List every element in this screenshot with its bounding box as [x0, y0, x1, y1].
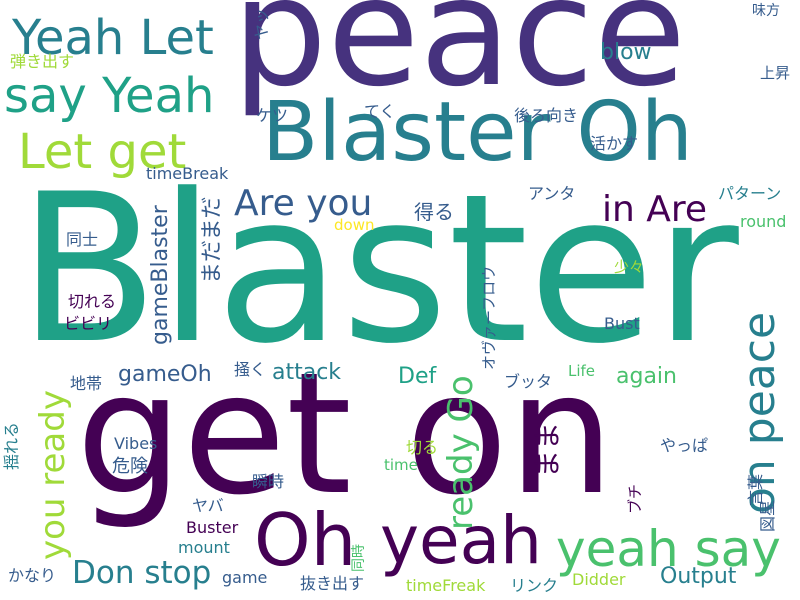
word-cloud-word: ready Go — [441, 375, 481, 530]
word-cloud-word: in Are — [602, 189, 708, 230]
word-cloud-word: 掻く — [234, 360, 267, 379]
word-cloud-word: まま — [531, 421, 564, 478]
word-cloud-word: オヴァーフロウ — [480, 265, 498, 370]
word-cloud-word: ヤバ — [192, 496, 224, 515]
word-cloud-word: Def — [398, 364, 437, 389]
word-cloud-word: attack — [272, 360, 342, 385]
word-cloud-word: say Yeah — [4, 68, 215, 124]
word-cloud-word: get on — [76, 336, 615, 532]
word-cloud-word: 切れる — [68, 292, 117, 311]
word-cloud-word: timeBreak — [146, 164, 229, 183]
word-cloud-word: Vibes — [114, 434, 158, 453]
word-cloud-word: gameBlaster — [148, 205, 173, 345]
word-cloud-word: blow — [600, 40, 652, 65]
word-cloud-word: Output — [660, 564, 737, 589]
word-cloud-word: パターン — [718, 184, 782, 203]
word-cloud-word: 図星 — [758, 499, 777, 532]
word-cloud-word: round — [740, 212, 787, 231]
word-cloud-word: gameOh — [118, 362, 212, 387]
word-cloud-word: 後ろ向き — [514, 106, 579, 125]
word-cloud-word: game — [222, 568, 268, 587]
word-cloud-word: 少々 — [614, 258, 645, 276]
word-cloud-word: 同士 — [66, 230, 99, 249]
word-cloud-word: ビビリ — [64, 314, 113, 333]
word-cloud-word: time — [384, 456, 418, 474]
word-cloud-word: Yeah Let — [12, 10, 214, 66]
word-cloud-word: again — [616, 364, 677, 389]
word-cloud-word: 揺れる — [2, 421, 21, 470]
word-cloud-word: Buster — [186, 518, 239, 537]
word-cloud-word: 味方 — [752, 3, 780, 19]
word-cloud-word: まだまだ — [200, 196, 225, 284]
word-cloud-word: yeah — [380, 502, 542, 579]
word-cloud-word: Bust — [604, 314, 640, 333]
word-cloud-word: 瞬時 — [252, 472, 285, 491]
word-cloud-word: やっぱ — [660, 436, 709, 455]
word-cloud-word: ブチ — [626, 483, 644, 514]
word-cloud-word: アンタ — [528, 184, 576, 203]
word-cloud-word: 弾き出す — [10, 52, 75, 71]
word-cloud-word: 上昇 — [760, 64, 791, 82]
word-cloud-word: Life — [568, 362, 596, 380]
word-cloud-word: 活かす — [590, 134, 639, 153]
word-cloud-word: Are you — [234, 183, 373, 224]
word-cloud-word: peace — [232, 0, 687, 120]
word-cloud-word: yeah say — [556, 520, 781, 578]
word-cloud-word: down — [334, 216, 375, 234]
word-cloud-word: Didder — [572, 570, 626, 589]
word-cloud-word: ブッタ — [504, 372, 553, 391]
word-cloud-word: timeFreak — [406, 576, 486, 595]
word-cloud-word: Oh — [254, 498, 357, 582]
word-cloud-word: かなり — [8, 566, 57, 585]
word-cloud-word: ケツ — [256, 106, 289, 125]
word-cloud-word: 地帯 — [70, 374, 103, 393]
word-cloud-word: てく — [364, 102, 396, 121]
word-cloud-word: Let get — [18, 124, 187, 180]
word-cloud-word: 得る — [414, 200, 454, 224]
word-cloud-word: 切る — [406, 438, 439, 457]
word-cloud-word: Don stop — [72, 555, 212, 591]
word-cloud-word: リンク — [510, 576, 559, 595]
word-cloud-word: you ready — [33, 390, 73, 560]
word-cloud-word: 抜き出す — [300, 574, 365, 593]
word-cloud-word: Blaster Oh — [262, 85, 693, 180]
word-cloud-word: ヤッ — [252, 7, 271, 40]
word-cloud-word: Blaster — [18, 151, 739, 389]
word-cloud-word: 危険 — [112, 456, 148, 477]
word-cloud-word: mount — [178, 538, 230, 557]
word-cloud-word: 同時 — [351, 544, 367, 572]
